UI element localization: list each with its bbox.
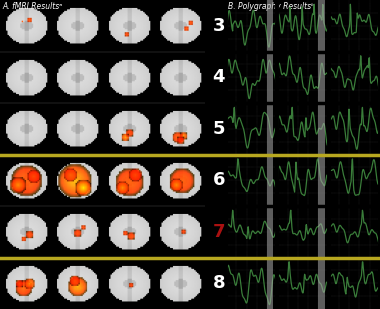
Text: 6: 6 <box>212 171 225 189</box>
Bar <box>267 0 273 309</box>
Text: 4: 4 <box>212 68 225 86</box>
Text: A. fMRI Resultsᵃ: A. fMRI Resultsᵃ <box>2 2 62 11</box>
Text: B. Polygraphy Resultsᵇ: B. Polygraphy Resultsᵇ <box>228 2 314 11</box>
Bar <box>318 0 325 309</box>
Text: 8: 8 <box>212 274 225 292</box>
Text: 7: 7 <box>212 223 225 241</box>
Text: 3: 3 <box>212 17 225 35</box>
Text: 5: 5 <box>212 120 225 138</box>
